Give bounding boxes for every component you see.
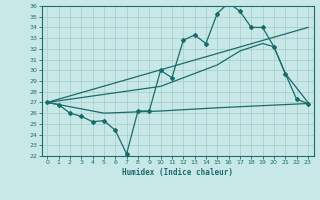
X-axis label: Humidex (Indice chaleur): Humidex (Indice chaleur) — [122, 168, 233, 177]
